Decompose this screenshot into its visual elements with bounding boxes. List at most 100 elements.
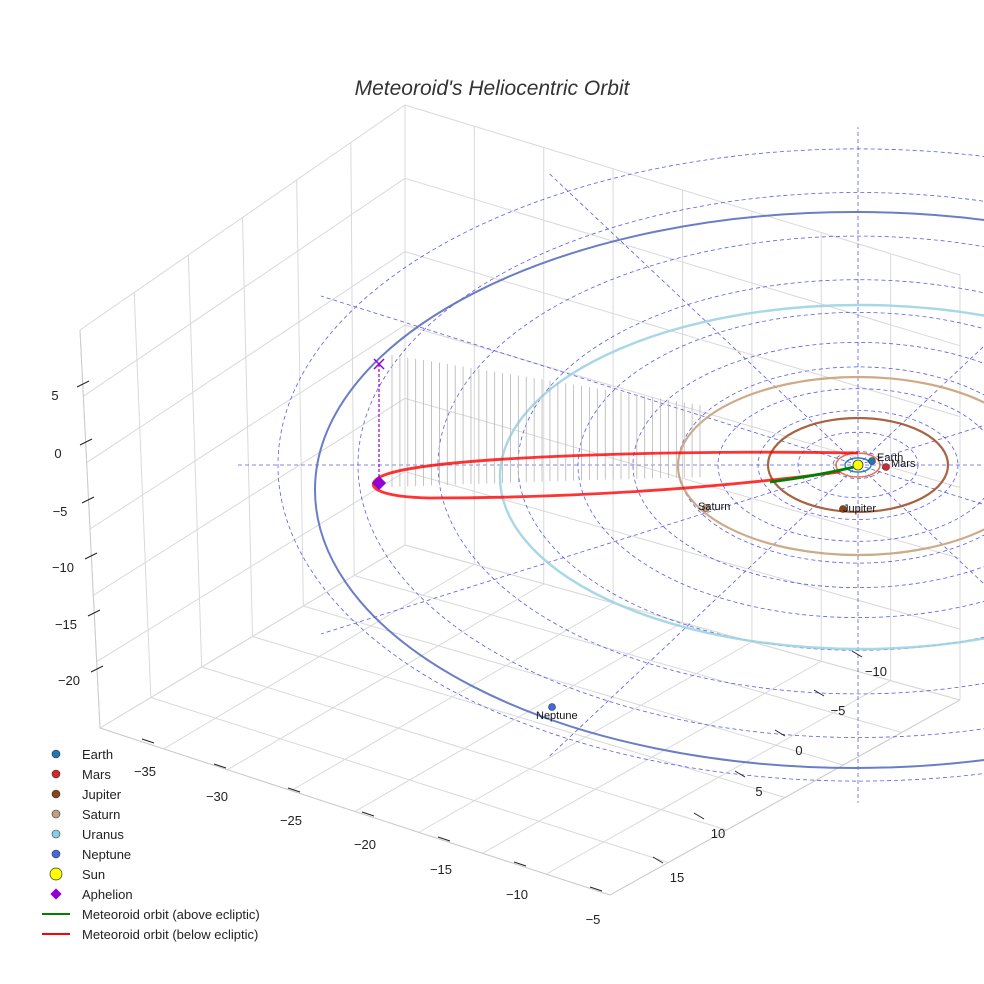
polar-grid-spoke [857,464,984,506]
legend-symbol [40,864,74,884]
y-tick-label: 0 [795,743,802,758]
legend-item: Aphelion [40,884,260,904]
polar-grid-spoke [857,345,984,466]
planet-saturn-label: Saturn [698,501,730,513]
y-axis-line [609,699,961,896]
back-left-vertical-gridline [242,217,253,637]
sun-marker [852,459,864,471]
x-tick-mark [361,811,375,817]
floor-gridline-x [418,641,753,833]
floor-gridline-x [354,622,683,812]
x-tick-mark [437,836,451,842]
polar-grid-spoke [547,464,859,758]
polar-grid-spoke [320,295,859,466]
legend-marker [51,829,61,839]
aphelion-top-marker [373,358,385,370]
legend-item: Neptune [40,844,260,864]
legend-item: Uranus [40,824,260,844]
legend-marker [51,789,61,799]
orbit-saturn [676,375,984,557]
z-tick-label: −20 [58,673,80,688]
orbit-earth [844,457,872,473]
z-tick-label: 0 [54,446,61,461]
back-left-vertical-gridline [350,142,355,576]
chart-title: Meteoroid's Heliocentric Orbit [355,77,631,100]
legend-label: Uranus [82,826,124,842]
x-tick-label: −30 [206,789,228,804]
floor-gridline-x [163,563,475,750]
polar-grid-spoke [320,464,859,635]
legend: Earth Mars Jupiter Saturn Uranus Neptune Sun Ap… [40,744,260,944]
legend-item: Sun [40,864,260,884]
polar-grid-circle [437,235,984,695]
y-tick-mark [652,856,664,864]
legend-marker [51,809,61,819]
planet-neptune-marker [548,703,556,711]
legend-label: Meteoroid orbit (below ecliptic) [82,926,259,942]
z-tick-label: 5 [51,388,58,403]
x-tick-label: −25 [280,813,302,828]
planet-earth-marker [868,457,876,465]
floor-gridline-x [482,660,822,854]
y-tick-mark [851,650,863,658]
z-tick-mark [76,380,90,388]
legend-marker [51,769,61,779]
y-tick-mark [774,729,786,737]
back-left-vertical-gridline [133,292,152,698]
planet-mars-marker [882,463,890,471]
meteoroid-drop-lines [391,355,701,487]
z-tick-label: −5 [53,504,68,519]
x-tick-label: −20 [354,837,376,852]
x-tick-label: −15 [430,862,452,877]
legend-symbol [40,804,74,824]
legend-symbol [40,884,74,904]
legend-item: Saturn [40,804,260,824]
legend-symbol [40,784,74,804]
back-left-vertical-gridline [187,254,203,668]
legend-item: Meteoroid orbit (below ecliptic) [40,924,260,944]
legend-item: Jupiter [40,784,260,804]
legend-symbol [40,824,74,844]
legend-label: Meteoroid orbit (above ecliptic) [82,906,260,922]
z-tick-mark [87,609,101,617]
planet-saturn-marker [702,504,710,512]
legend-marker [51,749,61,759]
y-tick-label: 10 [711,826,725,841]
legend-item: Meteoroid orbit (above ecliptic) [40,904,260,924]
legend-item: Mars [40,764,260,784]
floor-gridline-x [290,602,614,792]
meteoroid-orbit-below [372,450,859,500]
floor-gridline-x [546,680,891,875]
legend-item: Earth [40,744,260,764]
y-tick-mark [813,689,825,697]
z-tick-mark [90,665,104,673]
planet-orbits [314,211,984,769]
x-tick-mark [287,787,301,793]
legend-symbol [40,904,74,924]
planet-jupiter-label: Jupiter [843,503,876,515]
aphelion-marker [371,475,387,491]
x-tick-mark [513,861,527,867]
legend-symbol [40,924,74,944]
planet-earth-label: Earth [877,452,903,464]
polar-grid-spoke [857,464,984,585]
z-tick-mark [81,496,95,504]
x-tick-mark [141,738,155,744]
legend-symbol [40,764,74,784]
planet-neptune-label: Neptune [536,710,578,722]
ecliptic-polar-grid [238,127,984,803]
axis-ticks: −35 −30 −25 −20 −15 −10 −5 −10 −5 0 5 10 15 5 0 −5 −10 −1… [51,380,887,927]
x-tick-label: −35 [134,764,156,779]
legend-symbol [40,844,74,864]
y-tick-label: 5 [755,784,762,799]
legend-label: Neptune [82,846,132,862]
legend-label: Jupiter [82,786,122,802]
legend-marker [49,867,63,881]
y-tick-label: 15 [670,870,684,885]
x-tick-mark [589,886,603,892]
legend-label: Aphelion [82,886,133,902]
legend-marker [51,849,61,859]
z-tick-label: −15 [55,617,77,632]
y-tick-mark [734,770,746,778]
